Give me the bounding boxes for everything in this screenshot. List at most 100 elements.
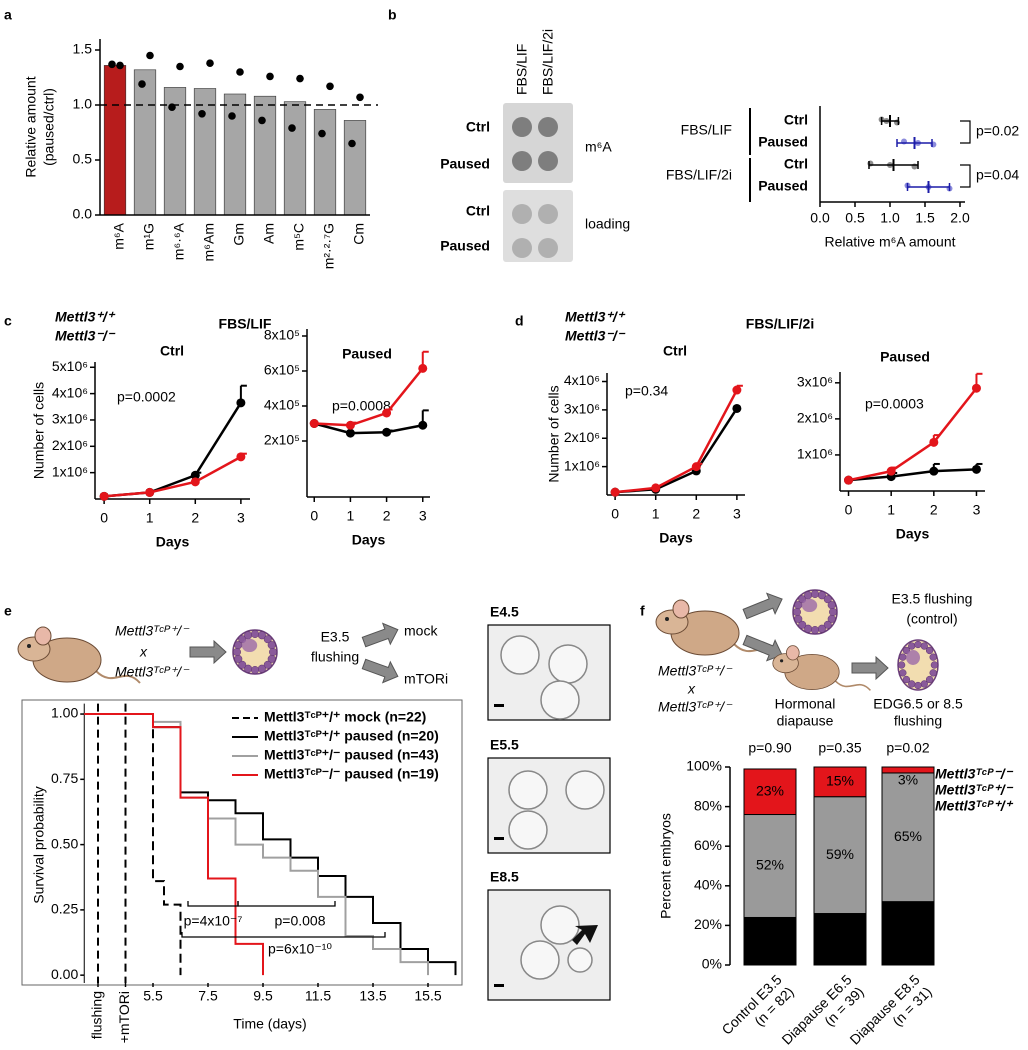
blot-dot: [538, 117, 558, 137]
chart-title: Paused: [342, 346, 392, 362]
legend-label: Mettl3ᵀᶜᴾ⁺/⁺ paused (n=20): [264, 728, 439, 744]
x-tick-label: 5.5: [143, 988, 163, 1004]
embryo-cell: [267, 641, 276, 650]
blot-stain-label: loading: [585, 216, 630, 232]
embryo-cell: [823, 595, 832, 604]
p-value: p=0.02: [886, 740, 929, 756]
embryo-cell: [232, 648, 241, 656]
y-tick-label: 5x10⁶: [52, 358, 88, 374]
data-point: [266, 72, 274, 81]
data-point: [418, 363, 428, 373]
data-point: [99, 491, 109, 501]
x-axis-label: Days: [156, 534, 190, 550]
data-point: [732, 403, 742, 413]
y-tick-label: 1x10⁶: [52, 463, 88, 479]
value-label: 52%: [756, 857, 784, 873]
bar: [253, 95, 277, 216]
y-tick-label: 1x10⁶: [564, 457, 600, 473]
embryo-cell: [251, 629, 259, 638]
blot-dot: [538, 204, 558, 224]
x-tick-label: m⁶A: [111, 222, 127, 249]
series-line: [314, 367, 424, 427]
panel-letter: e: [4, 603, 12, 619]
survival-curve: [84, 713, 182, 976]
blot-row-label: Paused: [440, 156, 490, 172]
comparison-bracket: [960, 120, 971, 144]
x-tick-label: 15.5: [414, 988, 441, 1004]
x-tick-label: 0: [611, 506, 619, 522]
embryo-cell: [925, 646, 934, 655]
series-line: [615, 407, 738, 494]
annotation: p=0.0008: [332, 398, 391, 414]
value-label: 59%: [826, 846, 854, 862]
mouse-illustration: [655, 599, 779, 657]
y-tick-label: 1.0: [73, 96, 93, 112]
embryo-cell: [902, 675, 911, 684]
cross-label: x: [139, 644, 148, 660]
y-tick-label: 6x10⁵: [264, 362, 300, 378]
x-axis-label: Days: [352, 532, 386, 548]
series-line: [313, 422, 424, 435]
x-tick-label: 9.5: [253, 988, 273, 1004]
y-tick-label: 3x10⁶: [564, 401, 600, 417]
data-point: [348, 139, 356, 148]
annotation: p=0.008: [275, 913, 326, 929]
embryo-cell: [920, 642, 928, 650]
data-point: [345, 420, 355, 430]
x-tick-label: 2.0: [950, 210, 970, 226]
bar: [103, 65, 127, 216]
embryo-cell: [829, 608, 838, 616]
significance-bracket: [237, 901, 336, 907]
value-label: 26%: [826, 930, 854, 946]
blot-row-label: Ctrl: [466, 203, 490, 219]
legend-label: Mettl3⁺/⁺: [565, 309, 626, 325]
x-tick-label: 7.5: [198, 988, 218, 1004]
x-tick-label: 1.5: [915, 210, 935, 226]
embryo-cell: [267, 654, 276, 663]
panel-letter: a: [4, 7, 12, 23]
treatment-label: mTORi: [404, 671, 448, 687]
data-point: [929, 437, 939, 447]
x-tick-label: 1: [347, 508, 355, 524]
blot-dot: [538, 238, 558, 258]
x-tick-label: 1: [652, 506, 660, 522]
data-point: [732, 385, 742, 395]
cross-label: x: [687, 681, 696, 697]
blot-stain-label: m⁶A: [585, 139, 612, 155]
data-point: [971, 464, 981, 474]
schematic-label: Hormonal: [775, 696, 836, 712]
y-axis-label: Survival probability: [31, 786, 47, 904]
bar: [133, 69, 157, 216]
y-tick-label: 4x10⁶: [52, 384, 88, 400]
embryo-cell: [914, 681, 922, 690]
x-tick-label: 11.5: [305, 988, 331, 1004]
cross-label: Mettl3ᵀᶜᴾ⁺/⁻: [658, 663, 733, 679]
blot-membrane: [503, 103, 573, 183]
embryo-inner-mass: [906, 650, 920, 665]
embryo-cell: [897, 661, 906, 669]
chart-title: Paused: [880, 349, 930, 365]
group-label: FBS/LIF/2i: [666, 167, 732, 183]
legend-label: Mettl3ᵀᶜᴾ⁺/⁺ mock (n=22): [264, 709, 426, 725]
embryo-cell: [817, 591, 826, 600]
data-point: [145, 487, 155, 497]
bar-segment: [881, 766, 935, 774]
data-point: [236, 68, 244, 76]
data-point: [108, 60, 116, 69]
mouse-ear: [785, 645, 800, 661]
mouse-eye: [27, 644, 31, 648]
procedure-label: flushing: [311, 649, 359, 665]
bar-segment: [743, 768, 797, 816]
legend-label: Mettl3ᵀᶜᴾ⁻/⁻ paused (n=19): [264, 766, 439, 782]
embryo-cell: [257, 631, 266, 640]
schematic-label: diapause: [777, 713, 834, 729]
image-label: E8.5: [490, 869, 519, 885]
x-axis-label: Time (days): [233, 1016, 306, 1032]
embryo-cell: [920, 680, 928, 688]
data-point: [296, 74, 304, 83]
legend-label: Mettl3ᵀᶜᴾ⁺/⁻ paused (n=43): [264, 747, 439, 763]
x-tick-label: 1: [887, 502, 895, 518]
embryo-cell: [238, 660, 247, 669]
data-point: [146, 51, 154, 60]
blot-dot: [512, 238, 532, 258]
